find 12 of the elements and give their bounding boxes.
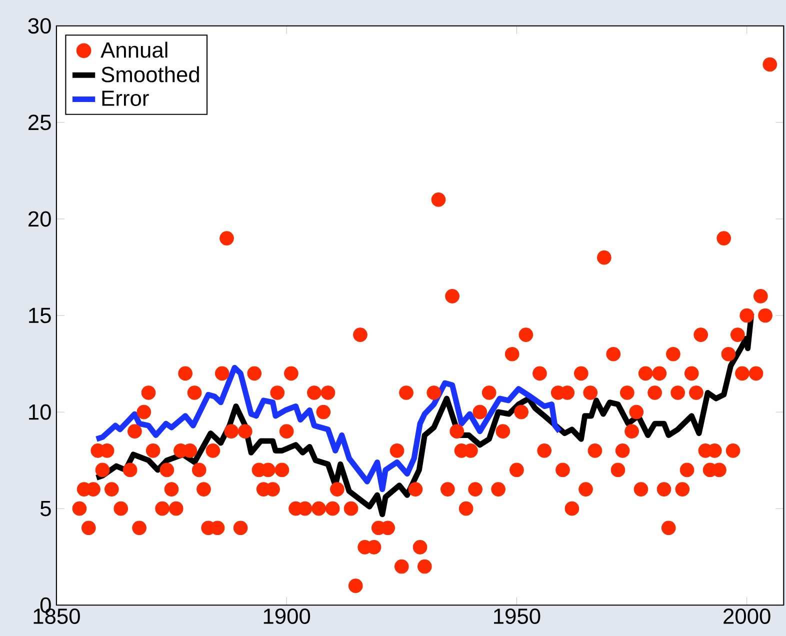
y-tick-label: 20 bbox=[28, 211, 51, 227]
x-tick-label: 1900 bbox=[264, 608, 310, 624]
legend-label: Annual bbox=[100, 42, 168, 58]
x-tick-label: 2000 bbox=[724, 608, 770, 624]
y-tick-label: 10 bbox=[29, 404, 51, 420]
y-tick-label: 25 bbox=[28, 114, 51, 130]
y-tick-label: 30 bbox=[28, 18, 51, 34]
legend-label: Smoothed bbox=[102, 66, 199, 82]
y-tick-label: 15 bbox=[29, 308, 51, 324]
y-tick-label: 5 bbox=[40, 500, 51, 516]
legend-label: Error bbox=[102, 90, 149, 106]
x-tick-label: 1950 bbox=[494, 608, 540, 624]
